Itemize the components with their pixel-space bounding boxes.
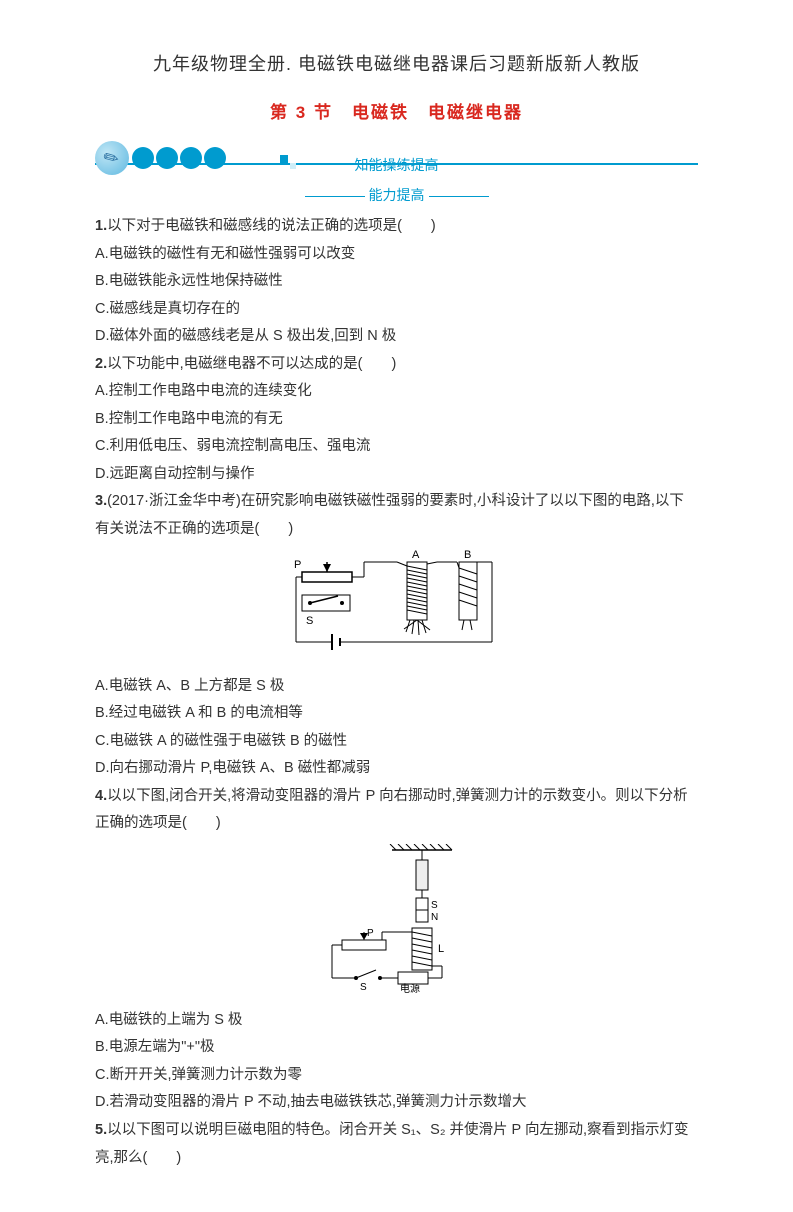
q4-figure: S N L P S [95, 844, 698, 999]
banner: ✎ 知能操练提高 [95, 141, 698, 181]
section-title: 第 3 节 电磁铁 电磁继电器 [95, 98, 698, 123]
q3-label-s: S [306, 615, 313, 627]
q1-option-b: B.电磁铁能永远性地保持磁性 [95, 268, 698, 296]
q1-stem: 1.以下对于电磁铁和磁感线的说法正确的选项是( ) [95, 213, 698, 241]
ability-label: 能力提高 [95, 185, 698, 205]
q1-option-d: D.磁体外面的磁感线老是从 S 极出发,回到 N 极 [95, 323, 698, 351]
q4-option-c: C.断开开关,弹簧测力计示数为零 [95, 1062, 698, 1090]
q4-label-l: L [438, 943, 444, 955]
q4-option-b: B.电源左端为"+"极 [95, 1034, 698, 1062]
q3-stem-text: (2017·浙江金华中考)在研究影响电磁铁磁性强弱的要素时,小科设计了以以下图的… [95, 493, 684, 537]
q4-stem: 4.以以下图,闭合开关,将滑动变阻器的滑片 P 向右挪动时,弹簧测力计的示数变小… [95, 783, 698, 838]
q3-option-a: A.电磁铁 A、B 上方都是 S 极 [95, 673, 698, 701]
q4-label-s: S [431, 900, 438, 911]
q5-stem: 5.以以下图可以说明巨磁电阻的特色。闭合开关 S₁、S₂ 并使滑片 P 向左挪动… [95, 1117, 698, 1172]
q3-label-a: A [412, 550, 420, 561]
q3-label-b: B [464, 550, 471, 561]
q1-option-c: C.磁感线是真切存在的 [95, 296, 698, 324]
q4-label-src: 电源 [400, 982, 420, 994]
q2-stem-text: 以下功能中,电磁继电器不可以达成的是( ) [107, 356, 396, 372]
q3-option-b: B.经过电磁铁 A 和 B 的电流相等 [95, 700, 698, 728]
q2-stem: 2.以下功能中,电磁继电器不可以达成的是( ) [95, 351, 698, 379]
q5-stem-text: 以以下图可以说明巨磁电阻的特色。闭合开关 S₁、S₂ 并使滑片 P 向左挪动,察… [95, 1122, 689, 1166]
q3-option-c: C.电磁铁 A 的磁性强于电磁铁 B 的磁性 [95, 728, 698, 756]
q2-option-d: D.远距离自动控制与操作 [95, 461, 698, 489]
q4-label-sw: S [360, 982, 367, 993]
q4-option-d: D.若滑动变阻器的滑片 P 不动,抽去电磁铁铁芯,弹簧测力计示数增大 [95, 1089, 698, 1117]
q3-stem: 3.(2017·浙江金华中考)在研究影响电磁铁磁性强弱的要素时,小科设计了以以下… [95, 488, 698, 543]
main-title: 九年级物理全册. 电磁铁电磁继电器课后习题新版新人教版 [95, 50, 698, 76]
q4-option-a: A.电磁铁的上端为 S 极 [95, 1007, 698, 1035]
q2-option-b: B.控制工作电路中电流的有无 [95, 406, 698, 434]
q4-label-p: P [367, 928, 374, 939]
q3-label-p: P [294, 559, 301, 571]
q4-stem-text: 以以下图,闭合开关,将滑动变阻器的滑片 P 向右挪动时,弹簧测力计的示数变小。则… [95, 788, 688, 832]
q2-option-a: A.控制工作电路中电流的连续变化 [95, 378, 698, 406]
q4-label-n: N [431, 912, 438, 923]
q1-option-a: A.电磁铁的磁性有无和磁性强弱可以改变 [95, 241, 698, 269]
q3-figure: P S A [95, 550, 698, 665]
q3-option-d: D.向右挪动滑片 P,电磁铁 A、B 磁性都减弱 [95, 755, 698, 783]
page: 九年级物理全册. 电磁铁电磁继电器课后习题新版新人教版 第 3 节 电磁铁 电磁… [0, 0, 793, 1212]
q2-option-c: C.利用低电压、弱电流控制高电压、强电流 [95, 433, 698, 461]
q1-stem-text: 以下对于电磁铁和磁感线的说法正确的选项是( ) [107, 218, 436, 234]
banner-label: 知能操练提高 [95, 155, 698, 175]
